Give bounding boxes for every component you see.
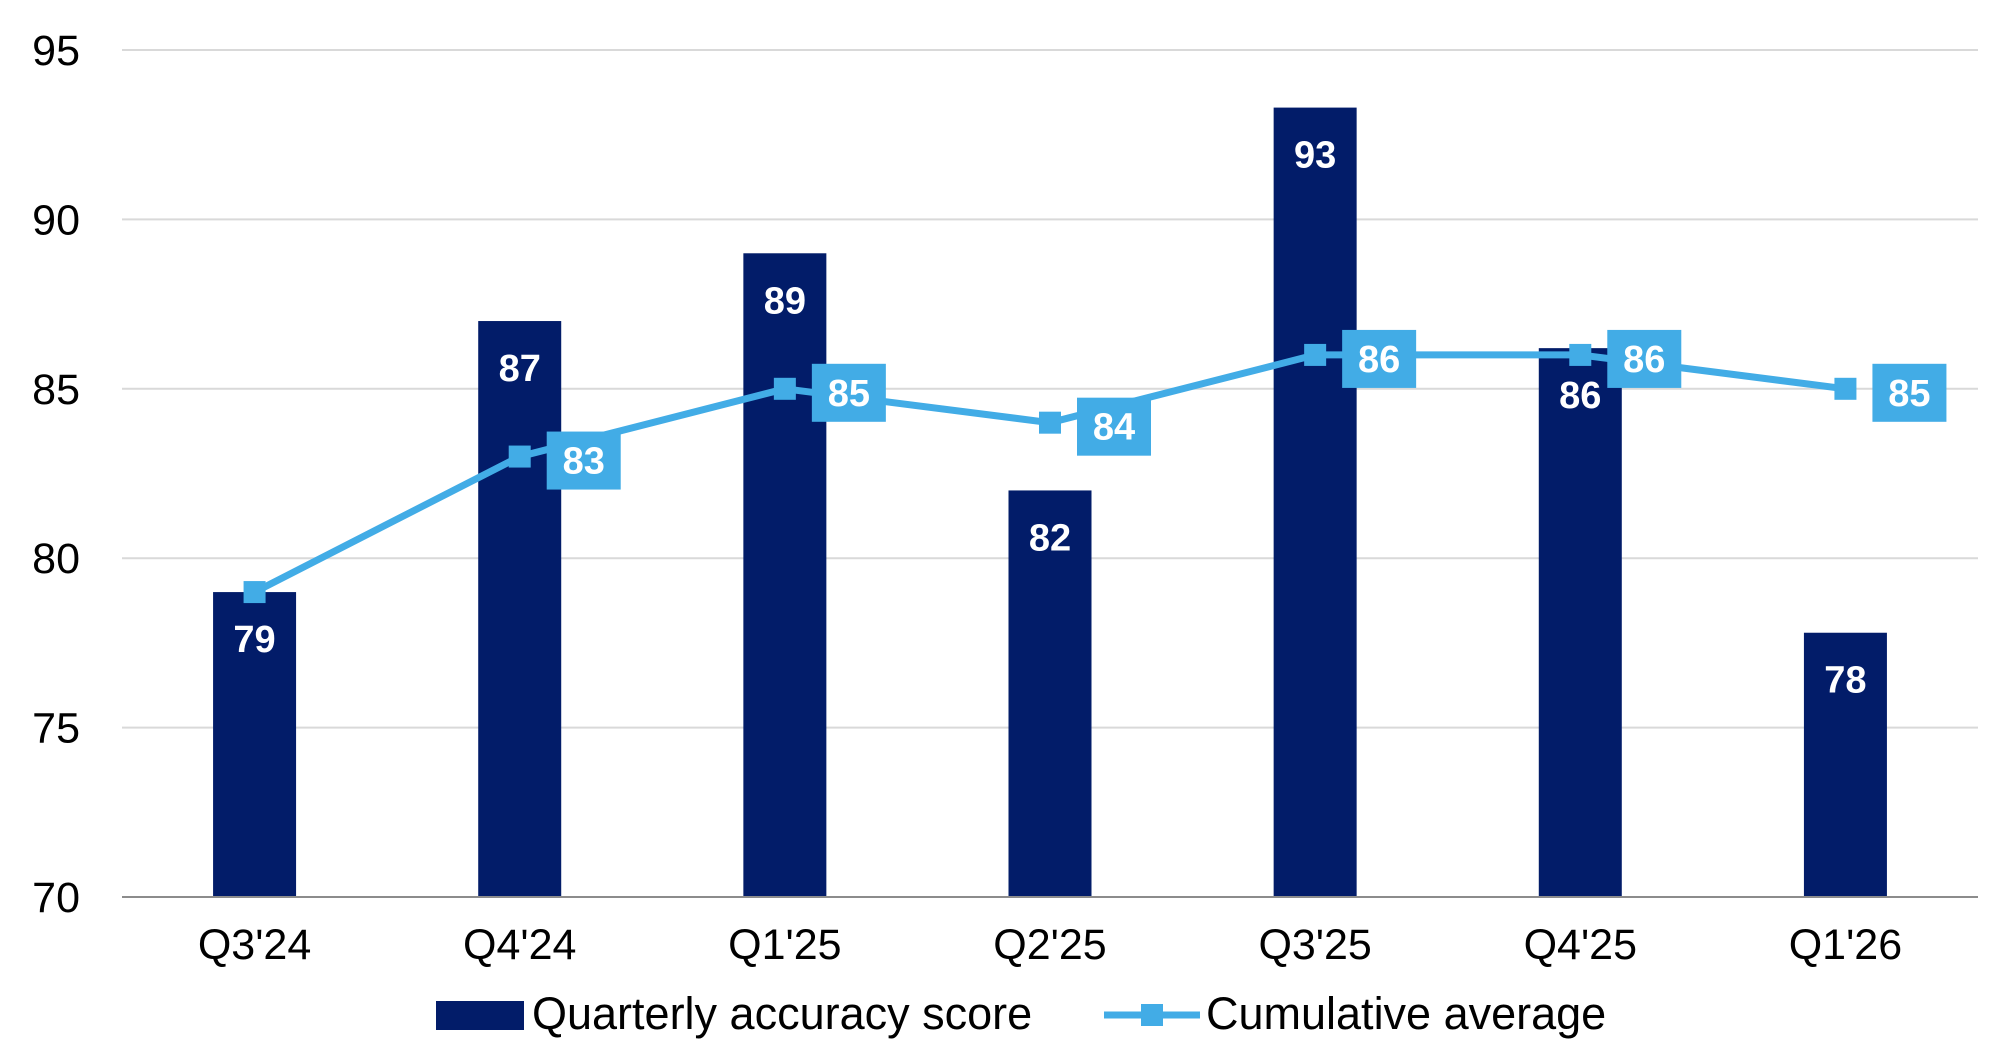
bar-data-label: 86: [1559, 375, 1601, 417]
line-data-label: 85: [828, 373, 870, 415]
grid-layer: [122, 49, 1978, 729]
line-label-box: [546, 431, 621, 490]
line-data-label: 86: [1358, 339, 1400, 381]
bar: [1273, 107, 1357, 897]
x-axis-ticks: Q3'24 Q4'24 Q1'25 Q2'25 Q3'25 Q4'25 Q1'26: [198, 921, 1902, 969]
x-tick-label: Q3'25: [1258, 921, 1371, 969]
bar-data-label: 82: [1029, 517, 1071, 559]
line-marker: [508, 445, 531, 468]
line-data-label: 83: [563, 441, 605, 483]
y-tick-label: 85: [32, 366, 80, 414]
x-tick-label: Q4'25: [1524, 921, 1637, 969]
legend-line-marker: [1141, 1004, 1163, 1026]
y-axis-ticks: 70 75 80 85 90 95: [32, 27, 80, 922]
bar: [1538, 348, 1622, 897]
x-tick-label: Q1'25: [728, 921, 841, 969]
y-tick-label: 70: [32, 874, 80, 922]
x-tick-label: Q1'26: [1789, 921, 1902, 969]
line-series: [243, 343, 1857, 604]
legend-bar-swatch: [436, 1001, 524, 1030]
legend-label-line: Cumulative average: [1206, 988, 1606, 1039]
line-label-box: [1077, 397, 1151, 456]
line-label-box: [1607, 329, 1682, 388]
line-data-label: 85: [1888, 373, 1930, 415]
bar: [743, 253, 827, 897]
bar-data-label: 89: [764, 280, 806, 322]
line-marker: [773, 377, 796, 400]
bar-series: [213, 107, 1887, 897]
x-tick-label: Q3'24: [198, 921, 311, 969]
bar-data-labels: 79 87 89 82 93 86 78: [233, 135, 1866, 702]
line-marker: [1304, 343, 1327, 366]
line-data-label: 84: [1093, 407, 1135, 449]
y-tick-label: 90: [32, 196, 80, 244]
line-marker: [243, 581, 266, 604]
bar: [213, 592, 297, 897]
bar-data-label: 78: [1824, 660, 1866, 702]
y-tick-label: 75: [32, 705, 80, 753]
bar: [1803, 632, 1887, 897]
legend: Quarterly accuracy score Cumulative avera…: [436, 988, 1606, 1039]
line-data-labels: 83 85 84 86 86 85: [546, 329, 1947, 490]
line-data-label: 86: [1623, 339, 1665, 381]
bar-data-label: 79: [233, 619, 275, 661]
bar-data-label: 87: [499, 348, 541, 390]
bar: [1008, 490, 1092, 897]
legend-label-bar: Quarterly accuracy score: [532, 988, 1032, 1039]
line-label-box: [1872, 363, 1947, 422]
x-tick-label: Q4'24: [463, 921, 576, 969]
y-tick-label: 95: [32, 27, 80, 75]
bar-data-label: 93: [1294, 135, 1336, 177]
bar: [478, 321, 562, 897]
line-marker: [1834, 377, 1857, 400]
line-marker: [1039, 411, 1061, 434]
line-marker: [1569, 343, 1592, 366]
line-label-box: [811, 363, 886, 422]
x-tick-label: Q2'25: [993, 921, 1106, 969]
y-tick-label: 80: [32, 535, 80, 583]
line-label-box: [1342, 329, 1417, 388]
